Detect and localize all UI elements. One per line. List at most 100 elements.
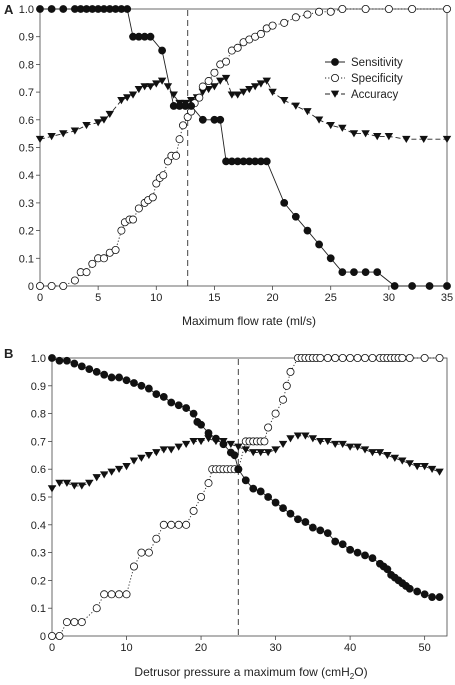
point-accuracy: [157, 77, 167, 85]
point-specificity: [338, 5, 347, 13]
point-sensitivity: [413, 587, 422, 596]
point-accuracy: [384, 133, 394, 141]
x-tick-label: 15: [208, 292, 220, 304]
point-accuracy: [221, 74, 231, 83]
point-specificity: [197, 492, 206, 501]
point-sensitivity: [443, 282, 451, 290]
point-specificity: [260, 437, 269, 446]
point-sensitivity: [47, 5, 56, 13]
point-sensitivity: [159, 393, 168, 401]
point-accuracy: [249, 449, 258, 457]
point-specificity: [134, 204, 143, 213]
point-specificity: [233, 43, 242, 52]
point-sensitivity: [264, 493, 273, 501]
point-sensitivity: [368, 554, 377, 563]
panel-b-x-axis-label-part: Detrusor pressure a maximum fow (cmH: [134, 665, 349, 679]
point-specificity: [195, 93, 204, 102]
point-specificity: [148, 193, 157, 202]
y-tick-label: 0.9: [31, 381, 46, 393]
point-accuracy: [360, 446, 370, 454]
point-accuracy: [122, 463, 131, 471]
y-tick-label: 0.6: [31, 464, 46, 476]
point-sensitivity: [271, 498, 280, 507]
point-sensitivity: [167, 398, 176, 407]
point-accuracy: [99, 116, 109, 124]
point-specificity: [361, 353, 370, 362]
point-specificity: [442, 5, 451, 13]
point-specificity: [264, 423, 273, 432]
point-sensitivity: [408, 282, 417, 290]
point-sensitivity: [303, 226, 312, 235]
point-sensitivity: [331, 537, 340, 546]
point-specificity: [368, 353, 377, 362]
point-sensitivity: [152, 390, 161, 399]
point-sensitivity: [204, 429, 213, 437]
point-accuracy: [361, 130, 370, 138]
panel-b-x-axis-label-subscript: 2: [350, 672, 355, 681]
point-accuracy: [227, 91, 237, 99]
point-sensitivity: [435, 593, 444, 601]
point-sensitivity: [137, 381, 146, 390]
point-specificity: [182, 520, 191, 529]
point-sensitivity: [219, 440, 228, 449]
point-specificity: [144, 548, 153, 557]
point-accuracy: [280, 97, 289, 105]
point-accuracy: [368, 449, 377, 457]
point-specificity: [152, 534, 161, 543]
point-specificity: [384, 5, 393, 13]
panel-b-x-axis-label-part: O): [354, 665, 367, 679]
point-specificity: [167, 520, 176, 529]
point-accuracy: [196, 438, 206, 446]
point-accuracy: [331, 440, 340, 448]
y-tick-label: 0.8: [19, 59, 34, 71]
point-accuracy: [239, 88, 248, 96]
point-accuracy: [233, 91, 242, 99]
panel-a-plot: 0 0.1 0.2 0.3 0.4 0.5 0.6 0.7 0.8 0.9 1.0 0 5 10 15 20 2…: [19, 4, 453, 304]
point-accuracy: [256, 449, 265, 457]
point-accuracy: [405, 460, 414, 468]
point-accuracy: [271, 446, 280, 454]
point-accuracy: [263, 449, 273, 457]
y-tick-label: 0.3: [31, 548, 46, 560]
x-tick-label: 10: [120, 642, 132, 654]
point-accuracy: [77, 482, 87, 490]
x-tick-label: 30: [269, 642, 281, 654]
point-specificity: [198, 82, 207, 91]
point-specificity: [48, 632, 57, 641]
legend-marker-sensitivity: [331, 58, 339, 66]
point-specificity: [107, 590, 116, 599]
point-sensitivity: [100, 370, 109, 379]
point-accuracy: [349, 130, 359, 138]
point-sensitivity: [85, 365, 94, 374]
legend-marker-accuracy: [330, 90, 340, 98]
point-specificity: [204, 479, 213, 488]
point-accuracy: [345, 443, 355, 451]
panel-a-x-axis-label: Maximum flow rate (ml/s): [182, 314, 316, 328]
point-accuracy: [293, 432, 303, 440]
point-sensitivity: [77, 362, 86, 371]
point-specificity: [117, 226, 126, 235]
point-accuracy: [169, 91, 178, 99]
point-accuracy: [186, 97, 196, 105]
point-accuracy: [59, 130, 68, 138]
point-accuracy: [420, 463, 429, 471]
point-sensitivity: [361, 551, 369, 560]
point-accuracy: [226, 440, 236, 448]
point-specificity: [129, 215, 138, 224]
point-accuracy: [256, 80, 266, 88]
point-accuracy: [123, 94, 132, 102]
y-tick-label: 0.5: [19, 143, 34, 155]
point-accuracy: [204, 435, 213, 443]
point-accuracy: [70, 482, 79, 490]
point-accuracy: [216, 77, 225, 85]
x-tick-label: 20: [266, 292, 278, 304]
point-sensitivity: [346, 545, 355, 554]
point-sensitivity: [107, 373, 116, 382]
point-sensitivity: [326, 254, 335, 263]
point-accuracy: [402, 135, 411, 143]
y-tick-label: 0.2: [19, 226, 34, 238]
point-specificity: [172, 151, 181, 160]
point-sensitivity: [353, 548, 362, 557]
point-sensitivity: [59, 5, 68, 13]
